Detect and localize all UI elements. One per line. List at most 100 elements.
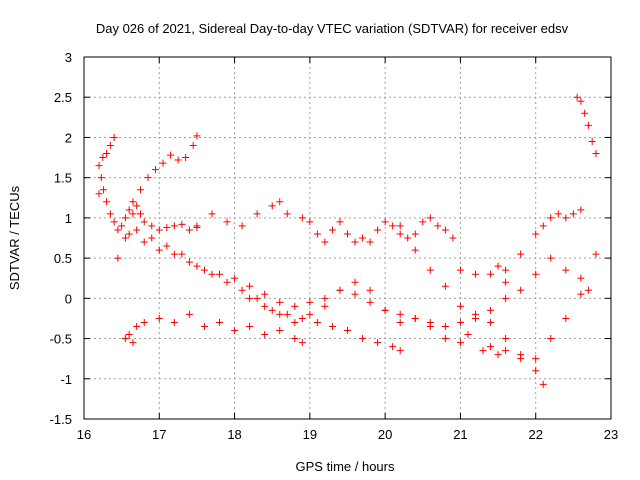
data-point — [193, 132, 201, 140]
series-track-e-mid — [125, 230, 600, 330]
data-point — [381, 218, 389, 226]
data-point — [502, 294, 510, 302]
data-point — [547, 214, 555, 222]
data-point — [136, 210, 144, 218]
data-point — [313, 318, 321, 326]
data-point — [136, 186, 144, 194]
data-point — [261, 302, 269, 310]
data-point — [328, 322, 336, 330]
grid — [84, 57, 611, 419]
data-point — [185, 226, 193, 234]
data-point — [223, 218, 231, 226]
data-point — [118, 222, 126, 230]
data-point — [114, 226, 122, 234]
data-point — [441, 282, 449, 290]
data-point — [374, 226, 382, 234]
data-point — [246, 282, 254, 290]
data-point — [351, 238, 359, 246]
data-point — [152, 166, 160, 174]
data-point — [298, 214, 306, 222]
data-point — [200, 322, 208, 330]
data-point — [246, 322, 254, 330]
data-point — [359, 234, 367, 242]
data-point — [389, 222, 397, 230]
data-point — [344, 327, 351, 335]
data-point — [434, 222, 442, 230]
data-point — [298, 339, 306, 347]
data-point — [208, 270, 216, 278]
data-point — [291, 335, 299, 343]
data-point — [125, 206, 133, 214]
data-point — [121, 335, 129, 343]
data-point — [411, 314, 419, 322]
data-point — [411, 246, 419, 254]
data-point — [584, 121, 592, 129]
x-tick-label: 20 — [378, 427, 392, 442]
x-tick-label: 23 — [604, 427, 618, 442]
data-point — [441, 322, 449, 330]
data-point — [396, 347, 404, 355]
data-point — [189, 141, 197, 149]
data-point — [103, 198, 111, 206]
y-tick-label: 2 — [65, 130, 72, 145]
series-track-l-sweep — [502, 206, 585, 286]
data-point — [389, 343, 397, 351]
data-point — [502, 347, 510, 355]
data-point — [291, 302, 299, 310]
data-point — [155, 314, 163, 322]
data-point — [129, 198, 137, 206]
plot-frame — [83, 56, 612, 420]
data-point — [95, 162, 103, 170]
data-point — [426, 214, 434, 222]
data-point — [441, 335, 449, 343]
data-point — [502, 266, 510, 274]
data-point — [562, 214, 570, 222]
data-point — [121, 234, 129, 242]
data-point — [547, 335, 555, 343]
data-point — [396, 318, 404, 326]
data-point — [170, 318, 178, 326]
y-tick-label: 1.5 — [54, 171, 72, 186]
y-tick-label: 3 — [65, 50, 72, 65]
data-point — [569, 210, 577, 218]
data-point — [471, 310, 479, 318]
data-point — [456, 318, 464, 326]
data-point — [328, 226, 336, 234]
data-point — [155, 246, 163, 254]
data-point — [148, 234, 156, 242]
data-point — [163, 242, 171, 250]
y-tick-label: 2.5 — [54, 90, 72, 105]
data-point — [178, 250, 186, 258]
data-point — [106, 210, 114, 218]
data-point — [471, 270, 479, 278]
x-axis-label: GPS time / hours — [296, 459, 395, 474]
data-point — [185, 310, 193, 318]
data-point — [419, 218, 427, 226]
chart-title: Day 026 of 2021, Sidereal Day-to-day VTE… — [96, 21, 569, 36]
data-point — [106, 141, 114, 149]
data-point — [174, 156, 182, 164]
data-point — [456, 266, 464, 274]
data-point — [577, 290, 585, 298]
data-point — [306, 298, 314, 306]
data-point — [216, 270, 224, 278]
data-point — [532, 230, 540, 238]
data-point — [253, 210, 261, 218]
data-point — [178, 220, 186, 228]
series-track-h-long — [246, 278, 472, 347]
data-point — [336, 218, 344, 226]
data-point — [133, 202, 141, 210]
data-point — [351, 290, 359, 298]
data-point — [208, 210, 216, 218]
data-point — [313, 230, 321, 238]
series-track-c-cluster — [95, 174, 201, 234]
data-point — [396, 230, 404, 238]
data-point — [577, 274, 585, 282]
data-point — [517, 250, 525, 258]
data-point — [321, 238, 329, 246]
data-point — [110, 218, 118, 226]
data-point — [125, 230, 133, 238]
y-tick-label: 0 — [65, 291, 72, 306]
data-point — [231, 327, 239, 335]
data-point — [185, 258, 193, 266]
